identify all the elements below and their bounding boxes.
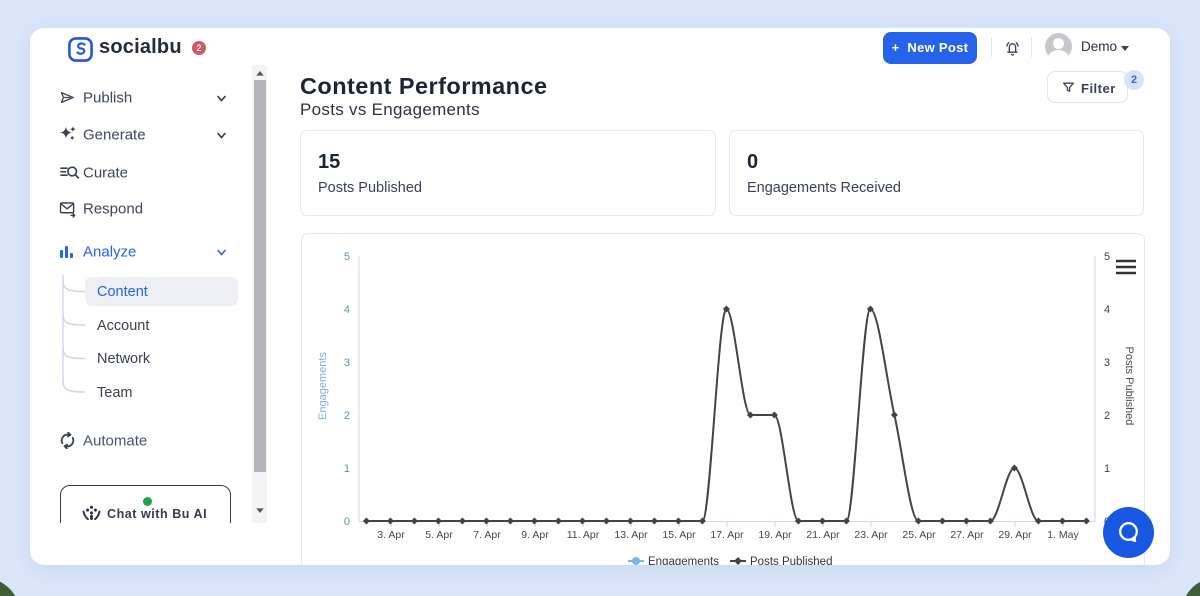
svg-text:17. Apr: 17. Apr bbox=[710, 529, 744, 541]
svg-text:21. Apr: 21. Apr bbox=[806, 529, 840, 541]
svg-text:1: 1 bbox=[1104, 463, 1110, 475]
svg-text:Engagements: Engagements bbox=[317, 352, 329, 420]
svg-text:0: 0 bbox=[344, 516, 350, 528]
svg-text:Posts Published: Posts Published bbox=[750, 556, 832, 565]
svg-text:5. Apr: 5. Apr bbox=[425, 529, 453, 541]
svg-text:7. Apr: 7. Apr bbox=[473, 529, 501, 541]
svg-text:1: 1 bbox=[344, 463, 350, 475]
svg-text:5: 5 bbox=[1104, 251, 1110, 263]
svg-text:27. Apr: 27. Apr bbox=[950, 529, 984, 541]
svg-text:Engagements: Engagements bbox=[648, 556, 719, 565]
svg-text:23. Apr: 23. Apr bbox=[854, 529, 888, 541]
svg-text:3: 3 bbox=[344, 357, 350, 369]
svg-text:29. Apr: 29. Apr bbox=[998, 529, 1032, 541]
svg-text:4: 4 bbox=[1104, 304, 1110, 316]
svg-text:5: 5 bbox=[344, 251, 350, 263]
svg-text:9. Apr: 9. Apr bbox=[521, 529, 549, 541]
svg-text:13. Apr: 13. Apr bbox=[614, 529, 648, 541]
svg-text:3: 3 bbox=[1104, 357, 1110, 369]
svg-text:19. Apr: 19. Apr bbox=[758, 529, 792, 541]
svg-text:2: 2 bbox=[344, 410, 350, 422]
svg-text:25. Apr: 25. Apr bbox=[902, 529, 936, 541]
svg-text:2: 2 bbox=[1104, 410, 1110, 422]
svg-text:Posts Published: Posts Published bbox=[1123, 347, 1135, 426]
svg-text:11. Apr: 11. Apr bbox=[567, 529, 600, 541]
svg-text:3. Apr: 3. Apr bbox=[377, 529, 405, 541]
svg-text:1. May: 1. May bbox=[1047, 529, 1079, 541]
svg-text:15. Apr: 15. Apr bbox=[662, 529, 696, 541]
svg-text:4: 4 bbox=[344, 304, 350, 316]
